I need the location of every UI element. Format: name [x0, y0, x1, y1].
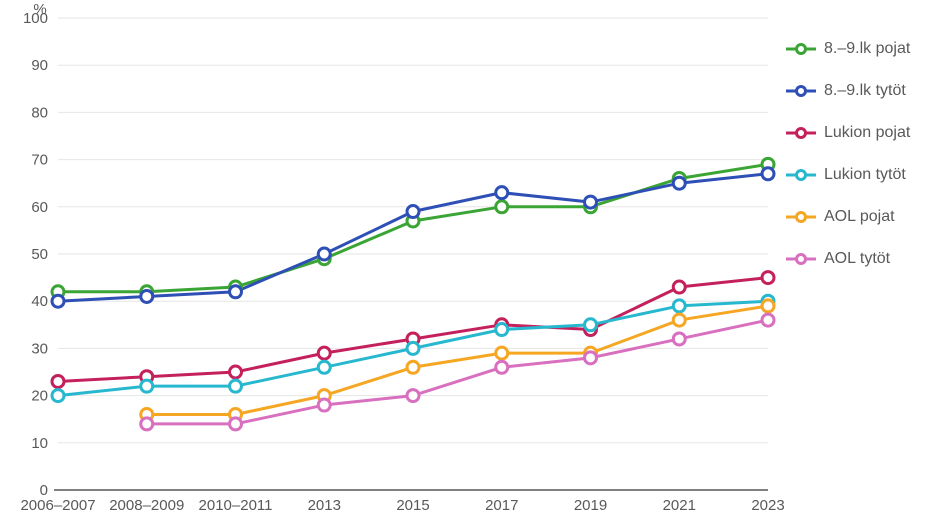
- series-marker-lukion_tytot: [141, 380, 153, 392]
- x-tick-label: 2017: [485, 497, 518, 514]
- series-marker-lk89_pojat: [496, 201, 508, 213]
- legend-swatch-lukion_tytot: [786, 168, 816, 182]
- series-marker-lk89_tytot: [762, 168, 774, 180]
- y-tick-label: 50: [31, 246, 48, 263]
- series-marker-lk89_tytot: [318, 248, 330, 260]
- series-marker-aol_tytot: [585, 352, 597, 364]
- x-tick-label: 2006–2007: [20, 497, 95, 514]
- series-line-lk89_tytot: [58, 174, 768, 301]
- series-marker-aol_tytot: [230, 418, 242, 430]
- series-marker-lukion_pojat: [230, 366, 242, 378]
- series-marker-lk89_tytot: [230, 286, 242, 298]
- y-tick-label: 40: [31, 293, 48, 310]
- x-tick-label: 2010–2011: [199, 497, 273, 514]
- legend-label: 8.–9.lk pojat: [824, 40, 910, 58]
- series-marker-lukion_pojat: [52, 375, 64, 387]
- line-chart: 0102030405060708090100%2006–20072008–200…: [0, 0, 932, 531]
- legend-swatch-aol_tytot: [786, 252, 816, 266]
- series-marker-lukion_tytot: [230, 380, 242, 392]
- legend-label: Lukion tytöt: [824, 166, 906, 184]
- legend: 8.–9.lk pojat 8.–9.lk tytöt Lukion pojat Lu…: [786, 40, 910, 268]
- y-axis-title: %: [33, 1, 46, 18]
- series-marker-lk89_tytot: [407, 206, 419, 218]
- series-marker-aol_tytot: [407, 390, 419, 402]
- legend-item-aol_tytot: AOL tytöt: [786, 250, 910, 268]
- series-marker-aol_pojat: [407, 361, 419, 373]
- legend-swatch-aol_pojat: [786, 210, 816, 224]
- x-tick-label: 2008–2009: [109, 497, 184, 514]
- legend-item-lk89_tytot: 8.–9.lk tytöt: [786, 82, 910, 100]
- x-tick-label: 2021: [663, 497, 696, 514]
- series-marker-lukion_tytot: [52, 390, 64, 402]
- legend-swatch-lk89_pojat: [786, 42, 816, 56]
- y-tick-label: 10: [31, 435, 48, 452]
- series-marker-lukion_tytot: [407, 342, 419, 354]
- y-tick-label: 70: [31, 152, 48, 169]
- series-marker-lk89_tytot: [585, 196, 597, 208]
- legend-label: Lukion pojat: [824, 124, 910, 142]
- legend-label: AOL tytöt: [824, 250, 890, 268]
- y-tick-label: 20: [31, 388, 48, 405]
- y-tick-label: 80: [31, 104, 48, 121]
- y-tick-label: 60: [31, 199, 48, 216]
- series-marker-lukion_tytot: [585, 319, 597, 331]
- legend-swatch-lk89_tytot: [786, 84, 816, 98]
- series-marker-lukion_pojat: [318, 347, 330, 359]
- series-marker-aol_tytot: [318, 399, 330, 411]
- series-marker-aol_pojat: [762, 300, 774, 312]
- series-marker-lk89_tytot: [496, 187, 508, 199]
- legend-label: 8.–9.lk tytöt: [824, 82, 906, 100]
- series-marker-lk89_tytot: [673, 177, 685, 189]
- y-tick-label: 90: [31, 57, 48, 74]
- series-marker-lukion_tytot: [673, 300, 685, 312]
- series-marker-aol_tytot: [141, 418, 153, 430]
- series-marker-lukion_tytot: [496, 324, 508, 336]
- series-marker-aol_pojat: [496, 347, 508, 359]
- series-marker-lukion_pojat: [762, 272, 774, 284]
- legend-item-aol_pojat: AOL pojat: [786, 208, 910, 226]
- legend-swatch-lukion_pojat: [786, 126, 816, 140]
- legend-label: AOL pojat: [824, 208, 895, 226]
- series-marker-aol_tytot: [673, 333, 685, 345]
- series-marker-aol_tytot: [762, 314, 774, 326]
- series-marker-aol_tytot: [496, 361, 508, 373]
- legend-item-lk89_pojat: 8.–9.lk pojat: [786, 40, 910, 58]
- legend-item-lukion_pojat: Lukion pojat: [786, 124, 910, 142]
- series-marker-lukion_tytot: [318, 361, 330, 373]
- x-tick-label: 2023: [751, 497, 784, 514]
- series-marker-aol_pojat: [673, 314, 685, 326]
- series-marker-lukion_pojat: [673, 281, 685, 293]
- x-tick-label: 2013: [308, 497, 341, 514]
- series-marker-lk89_tytot: [141, 290, 153, 302]
- y-tick-label: 30: [31, 340, 48, 357]
- legend-item-lukion_tytot: Lukion tytöt: [786, 166, 910, 184]
- series-marker-lk89_tytot: [52, 295, 64, 307]
- x-tick-label: 2019: [574, 497, 607, 514]
- x-tick-label: 2015: [396, 497, 429, 514]
